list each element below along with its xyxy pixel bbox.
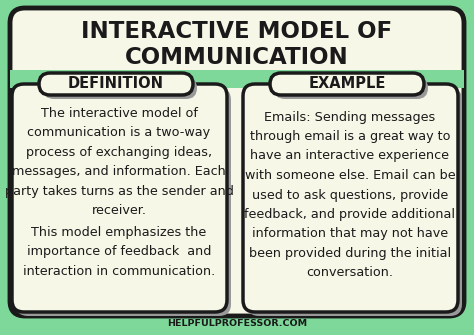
Text: COMMUNICATION: COMMUNICATION xyxy=(125,47,349,69)
FancyBboxPatch shape xyxy=(270,73,424,95)
FancyBboxPatch shape xyxy=(274,77,428,99)
Text: Emails: Sending messages
through email is a great way to
have an interactive exp: Emails: Sending messages through email i… xyxy=(245,111,456,279)
Text: HELPFULPROFESSOR.COM: HELPFULPROFESSOR.COM xyxy=(167,319,307,328)
FancyBboxPatch shape xyxy=(247,88,462,316)
Text: DEFINITION: DEFINITION xyxy=(68,76,164,91)
Text: EXAMPLE: EXAMPLE xyxy=(308,76,386,91)
FancyBboxPatch shape xyxy=(12,84,227,312)
Text: This model emphasizes the
importance of feedback  and
interaction in communicati: This model emphasizes the importance of … xyxy=(23,226,215,278)
Text: INTERACTIVE MODEL OF: INTERACTIVE MODEL OF xyxy=(82,20,392,44)
Text: The interactive model of
communication is a two-way
process of exchanging ideas,: The interactive model of communication i… xyxy=(5,107,233,217)
FancyBboxPatch shape xyxy=(39,73,193,95)
Text: Emails: Sending messages
through email is a great way to
have an interactive exp: Emails: Sending messages through email i… xyxy=(230,111,470,279)
FancyBboxPatch shape xyxy=(243,84,458,312)
FancyBboxPatch shape xyxy=(10,70,464,88)
FancyBboxPatch shape xyxy=(16,88,231,316)
Text: Emails:: Emails: xyxy=(324,189,376,201)
FancyBboxPatch shape xyxy=(43,77,197,99)
FancyBboxPatch shape xyxy=(10,8,464,316)
